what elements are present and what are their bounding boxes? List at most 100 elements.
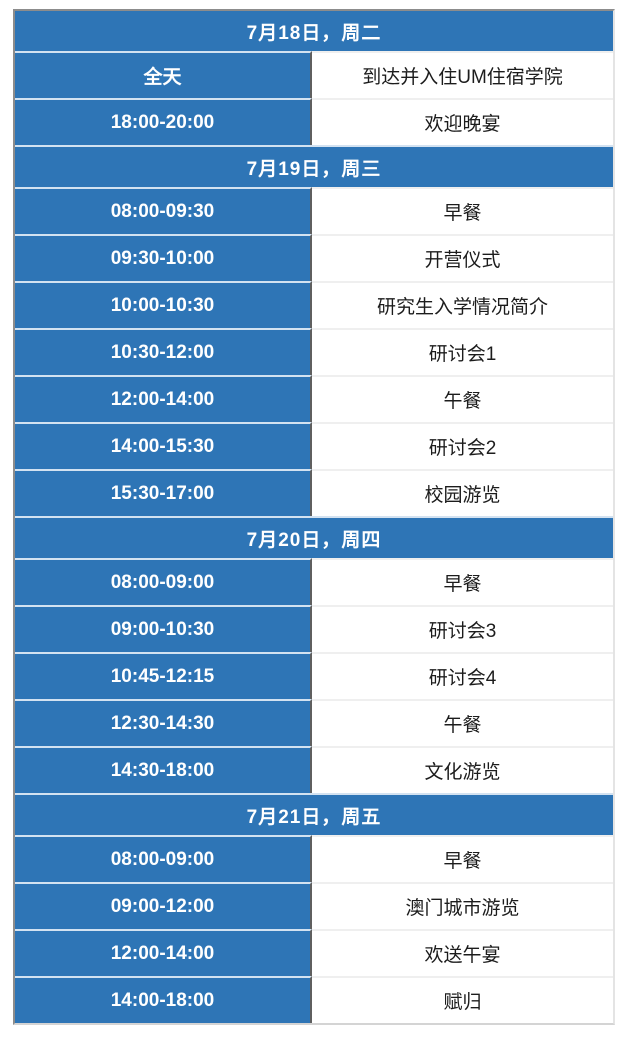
time-label: 14:30-18:00 bbox=[110, 759, 215, 781]
day-header-label: 7月18日，周二 bbox=[246, 22, 382, 44]
time-cell: 12:00-14:00 bbox=[15, 929, 312, 976]
activity-label: 欢迎晚宴 bbox=[424, 114, 501, 135]
time-label: 12:30-14:30 bbox=[110, 712, 215, 734]
activity-cell: 午餐 bbox=[312, 375, 613, 422]
schedule-table: 7月18日，周二全天 到达并入住UM住宿学院 18:00-20:00 欢迎晚宴 7月19… bbox=[13, 9, 615, 1025]
time-cell: 09:30-10:00 bbox=[15, 234, 312, 281]
activity-label: 早餐 bbox=[443, 851, 482, 872]
activity-label: 研讨会3 bbox=[428, 621, 497, 642]
activity-label: 澳门城市游览 bbox=[405, 898, 520, 919]
day-header-label: 7月19日，周三 bbox=[246, 158, 382, 180]
schedule-row: 14:00-18:00 赋归 bbox=[15, 976, 613, 1023]
schedule-row: 15:30-17:00 校园游览 bbox=[15, 469, 613, 516]
schedule-row: 10:45-12:15 研讨会4 bbox=[15, 652, 613, 699]
schedule-row: 08:00-09:30 早餐 bbox=[15, 187, 613, 234]
time-label: 12:00-14:00 bbox=[110, 942, 215, 964]
schedule-row: 09:00-12:00 澳门城市游览 bbox=[15, 882, 613, 929]
activity-label: 校园游览 bbox=[424, 485, 501, 506]
time-label: 10:30-12:00 bbox=[110, 341, 215, 363]
activity-cell: 欢迎晚宴 bbox=[312, 98, 613, 145]
schedule-row: 08:00-09:00 早餐 bbox=[15, 558, 613, 605]
activity-cell: 研讨会1 bbox=[312, 328, 613, 375]
time-cell: 09:00-12:00 bbox=[15, 882, 312, 929]
activity-cell: 早餐 bbox=[312, 558, 613, 605]
time-cell: 12:00-14:00 bbox=[15, 375, 312, 422]
time-cell: 15:30-17:00 bbox=[15, 469, 312, 516]
time-label: 18:00-20:00 bbox=[110, 111, 215, 133]
time-cell: 全天 bbox=[15, 51, 312, 98]
time-cell: 14:00-15:30 bbox=[15, 422, 312, 469]
activity-label: 开营仪式 bbox=[424, 250, 501, 271]
activity-label: 午餐 bbox=[443, 715, 482, 736]
time-cell: 08:00-09:00 bbox=[15, 835, 312, 882]
time-cell: 18:00-20:00 bbox=[15, 98, 312, 145]
activity-label: 研讨会4 bbox=[428, 668, 497, 689]
activity-cell: 校园游览 bbox=[312, 469, 613, 516]
activity-label: 研讨会1 bbox=[428, 344, 497, 365]
time-label: 09:30-10:00 bbox=[110, 247, 215, 269]
time-label: 全天 bbox=[143, 67, 182, 88]
time-label: 10:45-12:15 bbox=[110, 665, 215, 687]
time-cell: 10:45-12:15 bbox=[15, 652, 312, 699]
time-cell: 12:30-14:30 bbox=[15, 699, 312, 746]
schedule-row: 08:00-09:00 早餐 bbox=[15, 835, 613, 882]
time-label: 14:00-15:30 bbox=[110, 435, 215, 457]
time-cell: 08:00-09:00 bbox=[15, 558, 312, 605]
activity-cell: 研讨会2 bbox=[312, 422, 613, 469]
activity-cell: 欢送午宴 bbox=[312, 929, 613, 976]
time-cell: 09:00-10:30 bbox=[15, 605, 312, 652]
time-label: 09:00-10:30 bbox=[110, 618, 215, 640]
time-label: 12:00-14:00 bbox=[110, 388, 215, 410]
activity-cell: 研究生入学情况简介 bbox=[312, 281, 613, 328]
day-header: 7月19日，周三 bbox=[15, 145, 613, 187]
activity-cell: 赋归 bbox=[312, 976, 613, 1023]
activity-cell: 午餐 bbox=[312, 699, 613, 746]
time-label: 09:00-12:00 bbox=[110, 895, 215, 917]
time-label: 08:00-09:00 bbox=[110, 571, 215, 593]
activity-cell: 文化游览 bbox=[312, 746, 613, 793]
day-header: 7月21日，周五 bbox=[15, 793, 613, 835]
day-header-label: 7月21日，周五 bbox=[246, 806, 382, 828]
activity-cell: 早餐 bbox=[312, 187, 613, 234]
day-header-label: 7月20日，周四 bbox=[246, 529, 382, 551]
activity-cell: 澳门城市游览 bbox=[312, 882, 613, 929]
schedule-row: 09:00-10:30 研讨会3 bbox=[15, 605, 613, 652]
time-cell: 14:00-18:00 bbox=[15, 976, 312, 1023]
time-cell: 14:30-18:00 bbox=[15, 746, 312, 793]
schedule-row: 12:00-14:00 午餐 bbox=[15, 375, 613, 422]
schedule-row: 14:30-18:00 文化游览 bbox=[15, 746, 613, 793]
activity-label: 到达并入住UM住宿学院 bbox=[362, 67, 563, 88]
activity-cell: 研讨会3 bbox=[312, 605, 613, 652]
schedule-row: 12:30-14:30 午餐 bbox=[15, 699, 613, 746]
activity-label: 研究生入学情况简介 bbox=[376, 297, 548, 318]
time-cell: 10:00-10:30 bbox=[15, 281, 312, 328]
activity-label: 赋归 bbox=[443, 992, 482, 1013]
day-header: 7月18日，周二 bbox=[15, 11, 613, 51]
time-label: 15:30-17:00 bbox=[110, 482, 215, 504]
time-label: 08:00-09:30 bbox=[110, 200, 215, 222]
activity-label: 早餐 bbox=[443, 574, 482, 595]
time-label: 08:00-09:00 bbox=[110, 848, 215, 870]
schedule-row: 10:00-10:30 研究生入学情况简介 bbox=[15, 281, 613, 328]
activity-label: 欢送午宴 bbox=[424, 945, 501, 966]
schedule-row: 10:30-12:00 研讨会1 bbox=[15, 328, 613, 375]
schedule-row: 09:30-10:00 开营仪式 bbox=[15, 234, 613, 281]
time-label: 10:00-10:30 bbox=[110, 294, 215, 316]
schedule-row: 18:00-20:00 欢迎晚宴 bbox=[15, 98, 613, 145]
time-label: 14:00-18:00 bbox=[110, 989, 215, 1011]
time-cell: 08:00-09:30 bbox=[15, 187, 312, 234]
activity-label: 早餐 bbox=[443, 203, 482, 224]
activity-cell: 研讨会4 bbox=[312, 652, 613, 699]
activity-label: 研讨会2 bbox=[428, 438, 497, 459]
activity-cell: 早餐 bbox=[312, 835, 613, 882]
schedule-row: 全天 到达并入住UM住宿学院 bbox=[15, 51, 613, 98]
schedule-row: 12:00-14:00 欢送午宴 bbox=[15, 929, 613, 976]
activity-label: 文化游览 bbox=[424, 762, 501, 783]
time-cell: 10:30-12:00 bbox=[15, 328, 312, 375]
activity-cell: 开营仪式 bbox=[312, 234, 613, 281]
activity-cell: 到达并入住UM住宿学院 bbox=[312, 51, 613, 98]
schedule-row: 14:00-15:30 研讨会2 bbox=[15, 422, 613, 469]
activity-label: 午餐 bbox=[443, 391, 482, 412]
day-header: 7月20日，周四 bbox=[15, 516, 613, 558]
